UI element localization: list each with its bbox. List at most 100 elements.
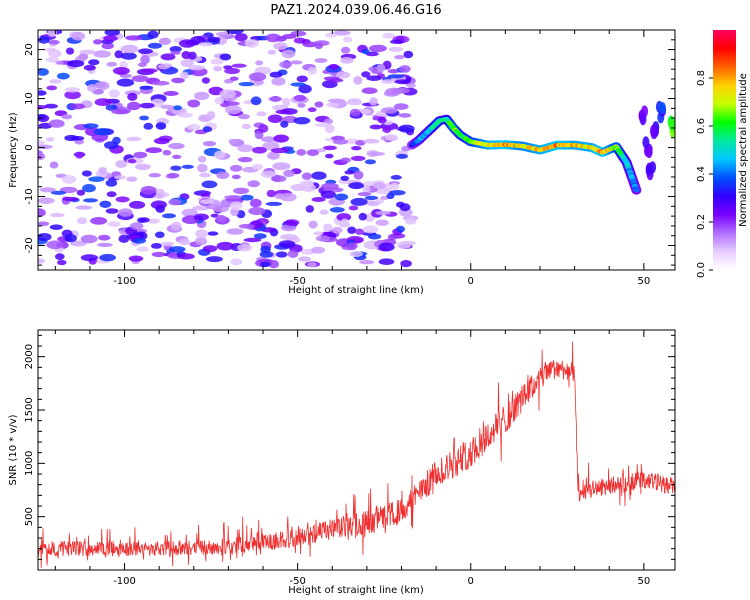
spectrogram-edge-blob <box>659 102 666 114</box>
spectrogram-noise-blob <box>170 50 181 55</box>
spectrogram-noise-blob <box>177 112 194 118</box>
spectrogram-noise-blob <box>71 31 86 41</box>
spectrogram-noise-blob <box>61 175 77 184</box>
snr-series-line <box>38 341 675 569</box>
spectrogram-noise-blob <box>76 217 88 225</box>
spectrogram-noise-blob <box>38 233 52 241</box>
spectrogram-noise-blob <box>368 233 382 240</box>
spectrogram-noise-blob <box>283 169 295 177</box>
spectrogram-noise-blob <box>163 91 179 96</box>
spectrogram-noise-blob <box>94 81 107 89</box>
y-tick-label: 20 <box>24 43 35 56</box>
spectrogram-noise-blob <box>398 124 415 133</box>
spectrogram-noise-blob <box>403 50 414 59</box>
spectrogram-noise-blob <box>120 44 139 54</box>
colorbar-ticks: 0.0 0.2 0.4 0.6 0.8 <box>696 70 713 278</box>
spectrogram-noise-blob <box>55 253 65 260</box>
spectrogram-noise-blob <box>305 205 314 213</box>
spectrogram-noise-blob <box>177 253 195 260</box>
spectrogram-noise-blob <box>38 208 46 218</box>
spectrogram-noise-blob <box>353 170 364 180</box>
spectrogram-noise-blob <box>226 30 244 35</box>
spectrogram-noise-blob <box>116 78 135 87</box>
spectrogram-noise-blob <box>375 219 389 226</box>
spectrogram-noise-blob <box>139 217 150 223</box>
spectrogram-noise-blob <box>168 246 186 253</box>
spectrogram-noise-blob <box>180 59 194 67</box>
spectrogram-noise-blob <box>197 163 208 173</box>
spectrogram-noise-blob <box>357 192 372 197</box>
spectrogram-edge-blob <box>639 113 647 126</box>
spectrogram-noise-blob <box>266 189 276 198</box>
x-tick-label: 50 <box>637 576 650 587</box>
spectrogram-noise-blob <box>341 46 351 54</box>
spectrogram-noise-blob <box>359 260 375 265</box>
spectrogram-noise-blob <box>385 134 398 141</box>
spectrogram-noise-blob <box>219 89 236 99</box>
spectrogram-noise-blob <box>132 237 147 244</box>
spectrogram-frame <box>37 29 676 271</box>
spectrogram-noise-blob <box>206 111 216 120</box>
spectrogram-noise-blob <box>265 33 281 43</box>
spectrogram-noise-blob <box>240 194 254 201</box>
spectrogram-noise-blob <box>282 97 291 107</box>
spectrogram-noise-blob <box>154 193 165 199</box>
spectrogram-noise-blob <box>49 161 59 169</box>
spectrogram-noise-blob <box>105 104 118 111</box>
spectrogram-noise-blob <box>139 85 154 90</box>
spectrogram-noise-blob <box>334 193 349 201</box>
spectrogram-noise-blob <box>160 104 174 109</box>
spectrogram-noise-blob <box>120 52 137 60</box>
spectrogram-noise-blob <box>267 151 280 160</box>
spectrogram-noise-blob <box>216 214 227 222</box>
spectrogram-noise-blob <box>308 220 318 229</box>
spectrogram-edge-blob <box>645 162 653 175</box>
spectrogram-noise-blob <box>398 113 412 118</box>
spectrogram-noise-blob <box>201 77 210 84</box>
spectrogram-noise-blob <box>364 195 379 200</box>
spectrogram-noise-blob <box>230 201 243 211</box>
spectrogram-noise-blob <box>214 150 226 159</box>
spectrogram-noise-blob <box>202 245 218 253</box>
spectrogram-noise-blob <box>368 44 387 53</box>
spectrogram-noise-blob <box>160 241 175 247</box>
snr-frame <box>37 329 676 571</box>
spectrogram-noise-blob <box>181 51 191 59</box>
spectrogram-noise-blob <box>306 149 319 156</box>
spectrogram-noise-blob <box>298 84 312 94</box>
spectrogram-noise-blob <box>127 101 141 111</box>
spectrogram-noise-blob <box>253 80 265 85</box>
spectrogram-noise-blob <box>115 196 130 203</box>
spectrogram-noise-blob <box>104 30 121 36</box>
spectrogram-noise-blob <box>353 76 363 85</box>
spectrogram-noise-blob <box>187 123 201 131</box>
spectrogram-noise-blob <box>38 114 50 123</box>
spectrogram-noise-blob <box>202 141 217 147</box>
spectrogram-noise-blob <box>214 96 224 105</box>
spectrogram-noise-blob <box>48 39 60 45</box>
spectrogram-noise-blob <box>340 157 351 163</box>
spectrogram-noise-blob <box>126 136 142 142</box>
spectrogram-noise-blob <box>311 171 327 180</box>
spectrogram-noise-blob <box>210 213 219 218</box>
spectrogram-noise-blob <box>64 90 81 100</box>
spectrogram-noise-blob <box>139 115 150 121</box>
spectrogram-ylabel: Frequency (Hz) <box>8 112 19 188</box>
spectrogram-noise-blob <box>366 75 382 81</box>
spectrogram-noise-blob <box>193 205 206 211</box>
x-tick-label: -100 <box>113 276 136 287</box>
spectrogram-noise-blob <box>153 137 170 145</box>
spectrogram-noise-blob <box>396 225 405 233</box>
spectrogram-noise-blob <box>160 53 176 61</box>
spectrogram-noise-blob <box>38 140 45 145</box>
y-tick-label: 0 <box>24 144 35 150</box>
y-tick-label: 2000 <box>24 344 35 369</box>
spectrogram-noise-blob <box>311 197 326 202</box>
snr-ylabel: SNR (10 * v/v) <box>8 414 19 485</box>
spectrogram-noise-blob <box>396 153 408 159</box>
x-tick-label: -50 <box>289 576 305 587</box>
spectrogram-noise-blob <box>396 241 412 249</box>
spectrogram-noise-blob <box>130 222 144 230</box>
spectrogram-noise-blob <box>103 35 118 42</box>
